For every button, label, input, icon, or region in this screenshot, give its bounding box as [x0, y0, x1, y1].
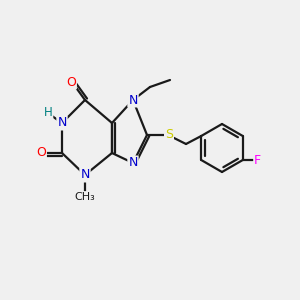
Text: N: N	[80, 169, 90, 182]
Text: H: H	[44, 106, 52, 119]
Text: N: N	[57, 116, 67, 130]
Text: O: O	[66, 76, 76, 88]
Text: CH₃: CH₃	[75, 192, 95, 202]
Text: N: N	[128, 94, 138, 106]
Text: N: N	[128, 157, 138, 169]
Text: F: F	[254, 154, 261, 166]
Text: S: S	[165, 128, 173, 142]
Text: O: O	[36, 146, 46, 160]
